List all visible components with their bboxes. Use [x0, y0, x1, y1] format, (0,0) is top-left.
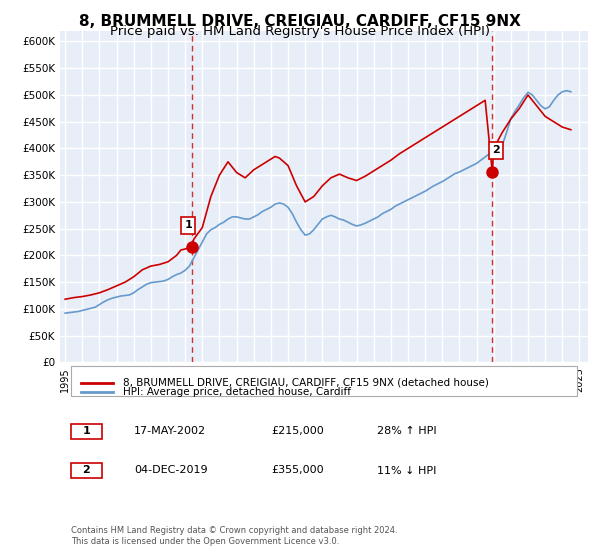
Text: HPI: Average price, detached house, Cardiff: HPI: Average price, detached house, Card…	[124, 387, 352, 397]
Text: 04-DEC-2019: 04-DEC-2019	[134, 465, 208, 475]
Text: 28% ↑ HPI: 28% ↑ HPI	[377, 426, 436, 436]
Text: 17-MAY-2002: 17-MAY-2002	[134, 426, 206, 436]
Text: 11% ↓ HPI: 11% ↓ HPI	[377, 465, 436, 475]
Text: £355,000: £355,000	[271, 465, 324, 475]
Text: Price paid vs. HM Land Registry's House Price Index (HPI): Price paid vs. HM Land Registry's House …	[110, 25, 490, 38]
FancyBboxPatch shape	[71, 424, 102, 439]
FancyBboxPatch shape	[71, 463, 102, 478]
Text: 8, BRUMMELL DRIVE, CREIGIAU, CARDIFF, CF15 9NX (detached house): 8, BRUMMELL DRIVE, CREIGIAU, CARDIFF, CF…	[124, 378, 489, 388]
Text: £215,000: £215,000	[271, 426, 324, 436]
Text: 1: 1	[83, 426, 90, 436]
Text: Contains HM Land Registry data © Crown copyright and database right 2024.
This d: Contains HM Land Registry data © Crown c…	[71, 526, 397, 546]
Text: 8, BRUMMELL DRIVE, CREIGIAU, CARDIFF, CF15 9NX: 8, BRUMMELL DRIVE, CREIGIAU, CARDIFF, CF…	[79, 14, 521, 29]
Text: 1: 1	[184, 220, 192, 230]
FancyBboxPatch shape	[71, 366, 577, 396]
Text: 2: 2	[83, 465, 90, 475]
Text: 2: 2	[492, 146, 500, 155]
